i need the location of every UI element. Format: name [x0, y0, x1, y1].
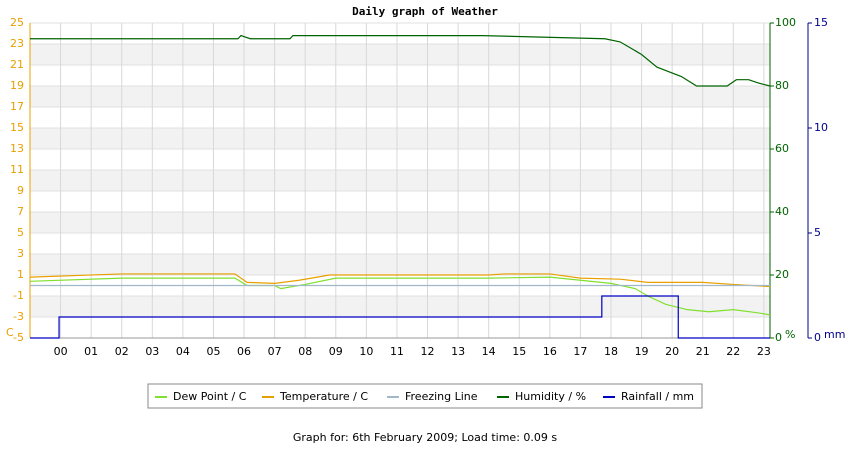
y-tick-label: 9 [17, 184, 24, 197]
x-tick-label: 05 [206, 345, 220, 358]
y2-axis-label: % [785, 328, 795, 341]
y2-tick-label: 80 [775, 79, 789, 92]
y-tick-label: 15 [10, 121, 24, 134]
x-tick-label: 10 [359, 345, 373, 358]
y2-tick-label: 40 [775, 205, 789, 218]
x-tick-label: 01 [84, 345, 98, 358]
legend-label: Humidity / % [515, 390, 586, 403]
y-tick-label: -1 [13, 289, 24, 302]
x-tick-label: 06 [237, 345, 251, 358]
y-tick-label: -3 [13, 310, 24, 323]
band [30, 44, 770, 65]
x-tick-label: 19 [635, 345, 649, 358]
y-tick-label: -5 [13, 331, 24, 344]
x-tick-label: 22 [726, 345, 740, 358]
y3-tick-label: 15 [814, 16, 828, 29]
y3-tick-label: 10 [814, 121, 828, 134]
y-tick-label: 19 [10, 79, 24, 92]
x-tick-label: 03 [145, 345, 159, 358]
series-line [30, 295, 770, 339]
y2-tick-label: 20 [775, 268, 789, 281]
x-tick-label: 12 [421, 345, 435, 358]
x-tick-label: 21 [696, 345, 710, 358]
legend-label: Freezing Line [405, 390, 478, 403]
series-line [30, 34, 771, 87]
y-tick-label: 3 [17, 247, 24, 260]
band [30, 128, 770, 149]
y-tick-label: 1 [17, 268, 24, 281]
y2-tick-label: 0 [775, 331, 782, 344]
legend-label: Rainfall / mm [621, 390, 694, 403]
chart-title: Daily graph of Weather [352, 5, 498, 18]
x-tick-label: 13 [451, 345, 465, 358]
band [30, 86, 770, 107]
x-tick-label: 18 [604, 345, 618, 358]
band [30, 254, 770, 275]
y3-axis-label: mm [824, 328, 845, 341]
x-tick-label: 07 [268, 345, 282, 358]
x-tick-label: 11 [390, 345, 404, 358]
y-tick-label: 21 [10, 58, 24, 71]
y-tick-label: 11 [10, 163, 24, 176]
x-tick-label: 20 [665, 345, 679, 358]
x-tick-label: 08 [298, 345, 312, 358]
band [30, 296, 770, 317]
x-tick-label: 00 [54, 345, 68, 358]
x-tick-label: 04 [176, 345, 190, 358]
y3-tick-label: 5 [814, 226, 821, 239]
x-tick-label: 02 [115, 345, 129, 358]
x-tick-label: 23 [757, 345, 771, 358]
x-tick-label: 17 [573, 345, 587, 358]
footer: Graph for: 6th February 2009; Load time:… [293, 431, 558, 444]
y2-tick-label: 60 [775, 142, 789, 155]
y-tick-label: 7 [17, 205, 24, 218]
band [30, 212, 770, 233]
x-tick-label: 16 [543, 345, 557, 358]
y2-tick-label: 100 [775, 16, 796, 29]
y-tick-label: 5 [17, 226, 24, 239]
y-axis-label: C [6, 326, 14, 339]
y-tick-label: 17 [10, 100, 24, 113]
x-tick-label: 14 [482, 345, 496, 358]
y-tick-label: 13 [10, 142, 24, 155]
x-tick-label: 15 [512, 345, 526, 358]
y3-tick-label: 0 [814, 331, 821, 344]
series-line [29, 273, 771, 288]
legend-label: Temperature / C [279, 390, 368, 403]
y-tick-label: 23 [10, 37, 24, 50]
y-tick-label: 25 [10, 16, 24, 29]
x-tick-label: 09 [329, 345, 343, 358]
band [30, 170, 770, 191]
legend-label: Dew Point / C [173, 390, 247, 403]
